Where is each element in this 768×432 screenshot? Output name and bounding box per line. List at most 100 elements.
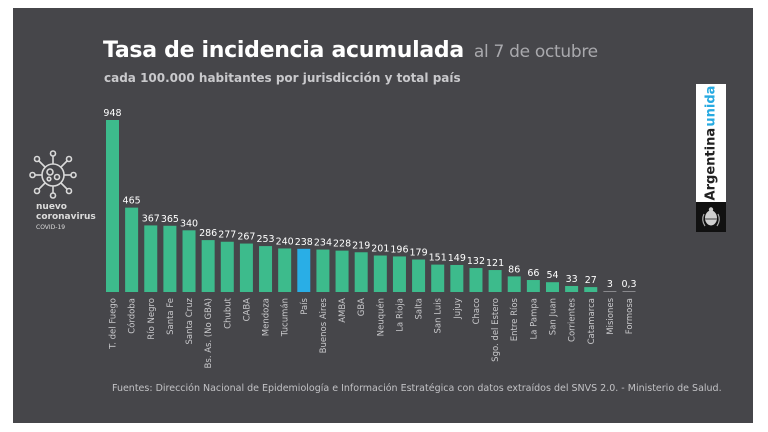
bar xyxy=(431,264,445,292)
value-label: 0,3 xyxy=(621,279,636,290)
bar-group: 219 GBA xyxy=(352,240,370,316)
bar-group: 3 Misiones xyxy=(603,279,617,335)
category-label: AMBA xyxy=(338,298,348,323)
bar xyxy=(526,280,540,292)
bar-group: 367 Río Negro xyxy=(142,213,160,339)
bar-highlight xyxy=(297,248,311,292)
category-label: Entre Ríos xyxy=(510,297,520,341)
bar xyxy=(584,287,598,292)
category-label: T. del Fuego xyxy=(109,298,119,350)
bar xyxy=(125,207,139,292)
bar xyxy=(259,246,273,292)
bar-group: 238 País xyxy=(295,237,313,315)
value-label: 465 xyxy=(123,196,141,207)
value-label: 54 xyxy=(546,270,558,281)
value-label: 201 xyxy=(371,244,389,255)
value-label: 365 xyxy=(161,214,179,225)
bar xyxy=(507,276,521,292)
bar-group: 0,3 Formosa xyxy=(621,279,636,334)
badge-line3: COVID-19 xyxy=(36,224,66,231)
bar xyxy=(239,243,253,292)
badge-line1: nuevo xyxy=(36,202,67,212)
bar-group: 286 Bs. As. (No GBA) xyxy=(199,228,217,368)
value-label: 132 xyxy=(467,256,485,267)
title-date: al 7 de octubre xyxy=(473,42,598,62)
bar-group: 277 Chubut xyxy=(218,230,236,329)
bar-group: 149 Jujuy xyxy=(448,253,466,320)
bar xyxy=(412,259,426,292)
bar-group: 228 AMBA xyxy=(333,239,351,323)
source-note: Fuentes: Dirección Nacional de Epidemiol… xyxy=(112,383,722,394)
category-label: Santa Cruz xyxy=(185,297,195,344)
value-label: 179 xyxy=(410,248,428,259)
value-label: 267 xyxy=(237,232,255,243)
value-label: 238 xyxy=(295,237,313,248)
bar xyxy=(545,282,559,292)
brand-label-box: Argentina unida xyxy=(696,84,726,202)
bar-group: 86 Entre Ríos xyxy=(507,264,521,341)
category-label: Chaco xyxy=(472,298,482,324)
bar-group: 66 La Pampa xyxy=(526,268,540,339)
bar-group: 179 Salta xyxy=(410,248,428,320)
bar-group: 151 San Luis xyxy=(429,253,447,334)
bar xyxy=(488,270,502,292)
bar-group: 201 Neuquén xyxy=(371,244,389,337)
bar xyxy=(603,291,617,292)
category-label: Bs. As. (No GBA) xyxy=(204,298,214,368)
value-label: 27 xyxy=(585,275,597,286)
category-label: San Luis xyxy=(434,297,444,333)
category-label: Catamarca xyxy=(587,298,597,344)
category-label: Mendoza xyxy=(262,298,272,336)
category-label: Río Negro xyxy=(147,298,157,340)
value-label: 219 xyxy=(352,240,370,251)
value-label: 948 xyxy=(103,108,121,119)
category-label: Salta xyxy=(415,298,425,320)
category-label: Misiones xyxy=(606,297,616,334)
bar xyxy=(335,250,349,292)
virus-icon xyxy=(29,150,77,199)
category-label: Sgo. del Estero xyxy=(491,298,501,362)
bar-group: 240 Tucumán xyxy=(276,236,294,337)
category-label: Córdoba xyxy=(127,298,138,334)
bar-group: 33 Corrientes xyxy=(565,274,579,342)
category-label: Corrientes xyxy=(568,297,578,342)
category-label: País xyxy=(300,297,310,314)
bar xyxy=(469,268,483,292)
category-label: Formosa xyxy=(625,298,635,334)
chart-subtitle: cada 100.000 habitantes por jurisdicción… xyxy=(104,71,461,85)
value-label: 3 xyxy=(607,279,613,290)
bar xyxy=(106,120,119,292)
category-label: GBA xyxy=(357,298,367,316)
bar xyxy=(220,241,234,292)
category-label: La Pampa xyxy=(529,298,539,339)
bar-group: 267 CABA xyxy=(237,232,255,322)
category-label: La Rioja xyxy=(395,298,405,332)
value-label: 149 xyxy=(448,253,466,264)
category-label: San Juan xyxy=(548,298,558,335)
bar xyxy=(450,264,464,292)
bar xyxy=(354,252,368,292)
value-label: 234 xyxy=(314,238,332,249)
value-label: 66 xyxy=(527,268,539,279)
bar-group: 132 Chaco xyxy=(467,256,485,324)
coat-of-arms-icon xyxy=(702,207,720,227)
bar xyxy=(182,230,196,292)
argentina-unida-logo: Argentina unida xyxy=(696,84,726,232)
value-label: 240 xyxy=(276,236,294,247)
bar-group: 27 Catamarca xyxy=(584,275,598,344)
category-label: Buenos Aires xyxy=(319,297,329,353)
value-label: 121 xyxy=(486,258,504,269)
chart-title: Tasa de incidencia acumulada al 7 de octu… xyxy=(103,38,598,63)
brand-emblem-box xyxy=(696,202,726,232)
category-label: Tucumán xyxy=(281,298,291,337)
bar xyxy=(622,291,636,292)
bar-group: 365 Santa Fe xyxy=(161,214,179,335)
bar xyxy=(163,225,177,292)
bar xyxy=(278,248,292,292)
value-label: 277 xyxy=(218,230,236,241)
category-label: Santa Fe xyxy=(166,298,176,335)
value-label: 86 xyxy=(508,264,520,275)
bar-group: 234 Buenos Aires xyxy=(314,238,332,354)
value-label: 33 xyxy=(566,274,578,285)
bar-group: 253 Mendoza xyxy=(256,234,274,336)
